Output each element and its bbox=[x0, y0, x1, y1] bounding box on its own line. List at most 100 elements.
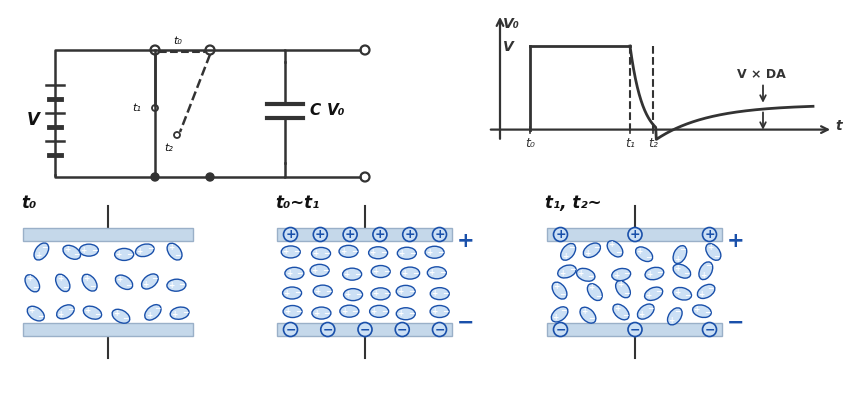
Text: +: + bbox=[637, 247, 643, 256]
Text: +: + bbox=[375, 228, 385, 241]
Text: +: + bbox=[707, 243, 713, 252]
Text: +: + bbox=[84, 306, 91, 315]
Text: −: − bbox=[656, 268, 663, 277]
Circle shape bbox=[628, 322, 642, 336]
Ellipse shape bbox=[396, 308, 416, 320]
Ellipse shape bbox=[425, 246, 444, 258]
Text: +: + bbox=[552, 313, 558, 322]
Text: −: − bbox=[293, 248, 299, 256]
Ellipse shape bbox=[693, 305, 711, 318]
Text: V₀: V₀ bbox=[503, 17, 520, 31]
Text: +: + bbox=[431, 289, 438, 298]
Text: −: − bbox=[442, 289, 448, 298]
Text: −: − bbox=[647, 304, 653, 313]
Text: −: − bbox=[434, 323, 445, 336]
Text: −: − bbox=[324, 308, 330, 318]
Text: −: − bbox=[555, 323, 566, 336]
Text: +: + bbox=[313, 249, 319, 258]
Text: +: + bbox=[638, 310, 644, 320]
Text: +: + bbox=[314, 287, 320, 296]
Text: −: − bbox=[127, 250, 133, 259]
Ellipse shape bbox=[397, 247, 416, 259]
Ellipse shape bbox=[79, 244, 99, 256]
Text: V × DA: V × DA bbox=[737, 68, 785, 81]
Circle shape bbox=[284, 322, 298, 336]
Ellipse shape bbox=[339, 245, 358, 257]
Text: t₂: t₂ bbox=[165, 143, 173, 153]
Text: +: + bbox=[284, 288, 290, 298]
Ellipse shape bbox=[55, 274, 70, 292]
Text: +: + bbox=[83, 274, 89, 283]
Text: +: + bbox=[434, 228, 445, 241]
Text: +: + bbox=[402, 268, 408, 278]
Text: −: − bbox=[707, 284, 714, 293]
Text: −: − bbox=[675, 308, 681, 316]
Text: +: + bbox=[614, 304, 620, 313]
Text: +: + bbox=[405, 228, 415, 241]
Ellipse shape bbox=[371, 288, 390, 300]
Text: +: + bbox=[613, 271, 619, 280]
Ellipse shape bbox=[613, 304, 629, 320]
Ellipse shape bbox=[116, 275, 133, 290]
Text: +: + bbox=[646, 291, 652, 300]
Bar bbox=[277, 228, 452, 241]
Text: −: − bbox=[439, 268, 445, 277]
Text: +: + bbox=[286, 228, 296, 241]
Text: V: V bbox=[26, 111, 39, 129]
Text: V₀: V₀ bbox=[327, 103, 345, 118]
Text: −: − bbox=[294, 288, 301, 298]
Text: −: − bbox=[615, 248, 622, 257]
Text: −: − bbox=[380, 248, 387, 257]
Ellipse shape bbox=[428, 267, 446, 279]
Text: −: − bbox=[94, 310, 100, 319]
Ellipse shape bbox=[558, 265, 576, 278]
Ellipse shape bbox=[583, 243, 600, 258]
Text: t: t bbox=[835, 119, 841, 133]
Text: +: + bbox=[553, 282, 559, 291]
Text: −: − bbox=[154, 304, 160, 313]
Text: +: + bbox=[372, 267, 378, 276]
Text: +: + bbox=[168, 243, 174, 252]
Text: +: + bbox=[609, 240, 615, 250]
Text: −: − bbox=[355, 290, 361, 299]
Text: −: − bbox=[297, 269, 303, 278]
Text: −: − bbox=[569, 265, 575, 274]
Text: +: + bbox=[397, 287, 404, 296]
Text: −: − bbox=[32, 283, 38, 292]
Ellipse shape bbox=[673, 246, 687, 264]
Text: t₀: t₀ bbox=[173, 36, 182, 46]
Ellipse shape bbox=[644, 287, 663, 300]
Ellipse shape bbox=[83, 306, 102, 319]
Text: −: − bbox=[621, 311, 628, 320]
Ellipse shape bbox=[430, 288, 450, 300]
Text: −: − bbox=[587, 272, 594, 281]
Text: +: + bbox=[456, 231, 474, 251]
Ellipse shape bbox=[312, 307, 331, 319]
Ellipse shape bbox=[400, 267, 420, 279]
Ellipse shape bbox=[552, 307, 568, 322]
Text: +: + bbox=[81, 246, 87, 255]
Text: +: + bbox=[558, 269, 565, 278]
Text: −: − bbox=[286, 323, 296, 336]
Text: −: − bbox=[397, 323, 407, 336]
Text: −: − bbox=[122, 314, 129, 323]
Ellipse shape bbox=[144, 305, 161, 320]
Ellipse shape bbox=[706, 244, 721, 260]
Ellipse shape bbox=[167, 243, 182, 260]
Text: −: − bbox=[360, 323, 371, 336]
Text: −: − bbox=[623, 269, 630, 278]
Text: −: − bbox=[91, 246, 98, 255]
Text: −: − bbox=[623, 289, 629, 298]
Ellipse shape bbox=[371, 266, 390, 278]
Circle shape bbox=[314, 228, 327, 242]
Text: −: − bbox=[706, 262, 711, 270]
Text: +: + bbox=[284, 307, 291, 316]
Text: −: − bbox=[382, 307, 388, 316]
Text: −: − bbox=[705, 323, 715, 336]
Ellipse shape bbox=[612, 268, 631, 281]
Text: +: + bbox=[562, 252, 568, 261]
Bar bbox=[277, 323, 452, 336]
Text: −: − bbox=[588, 314, 595, 324]
Ellipse shape bbox=[281, 246, 300, 258]
Ellipse shape bbox=[34, 243, 48, 260]
